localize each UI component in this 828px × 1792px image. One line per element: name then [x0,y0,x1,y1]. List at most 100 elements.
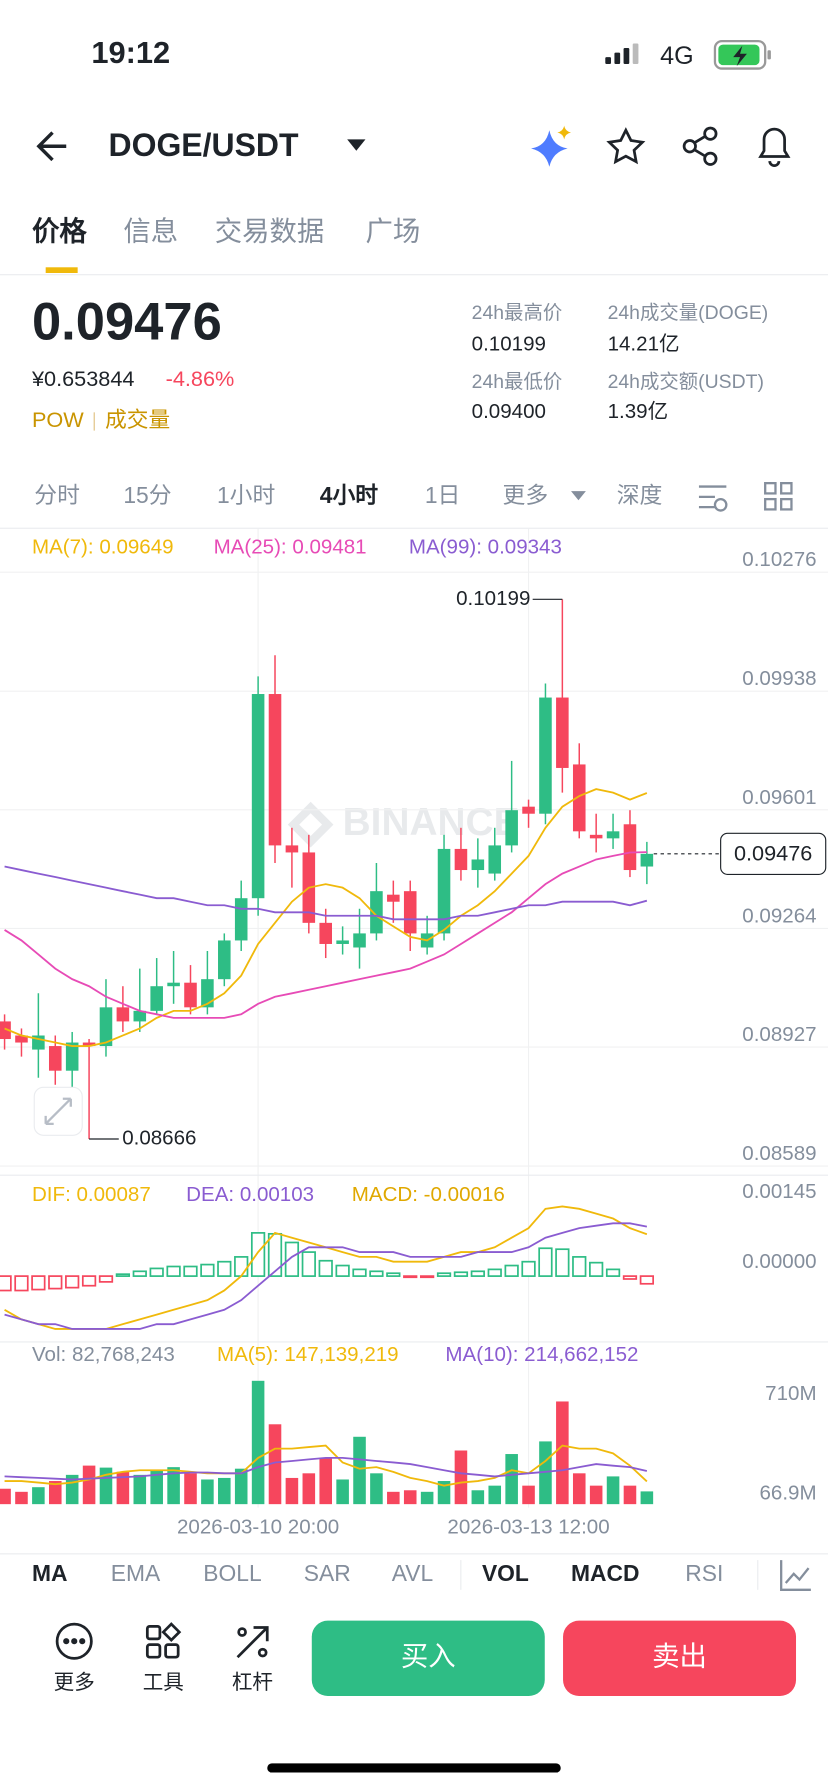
back-button[interactable] [36,131,67,162]
tag[interactable]: 成交量 [105,407,170,432]
macd-bar [217,1260,232,1277]
network: 4G [660,42,694,70]
y-tick-label: 0.09601 [742,786,816,809]
macd-bar [318,1259,333,1277]
line-series [4,865,648,921]
pair-dropdown[interactable] [347,139,366,151]
pair-title[interactable]: DOGE/USDT [108,127,299,163]
volume-bar [420,1491,434,1505]
tab[interactable]: 价格 [32,215,87,246]
tag[interactable]: POW [32,407,84,432]
macd-bar [301,1251,316,1277]
macd-bar [419,1275,435,1279]
indicator-settings[interactable] [780,1560,811,1591]
macd-bar [81,1275,97,1287]
candle-body [403,891,417,934]
macd-bar [403,1275,418,1279]
candle-body [640,853,654,867]
favorite-button[interactable] [606,127,646,165]
volume-bar [640,1491,654,1505]
macd-bar [487,1268,502,1277]
tools-icon[interactable] [145,1622,182,1659]
volume-bar [32,1487,45,1505]
candle-body [606,831,620,839]
candle-body [589,834,603,839]
line-series [4,788,648,1047]
tab[interactable]: 广场 [365,215,420,246]
layout-icon[interactable] [764,482,793,511]
volume-bar [201,1479,214,1505]
interval[interactable]: 1小时 [217,482,275,508]
volume-bar [370,1473,383,1505]
macd-bar [31,1275,46,1291]
expand-button[interactable] [33,1086,83,1136]
macd-bar [386,1272,401,1277]
extreme-label: 0.08666 [122,1126,196,1149]
indicator-tab[interactable]: RSI [685,1560,723,1586]
candle-body [370,891,383,934]
interval[interactable]: 深度 [617,482,663,508]
candle-body [15,1035,28,1043]
candle-body [387,894,400,902]
candle-body [218,940,231,980]
buy-label[interactable]: 买入 [401,1641,456,1672]
interval[interactable]: 4小时 [320,482,379,508]
indicator-tab[interactable]: EMA [111,1560,161,1586]
stat-label: 24h成交量(DOGE) [608,302,769,324]
interval[interactable]: 1日 [425,482,461,508]
action-label[interactable]: 更多 [54,1671,95,1694]
macd-bar [200,1263,215,1277]
volume-bar [0,1488,11,1505]
indicator-tab[interactable]: MA [32,1560,68,1586]
divider [757,1560,759,1590]
candle-body [116,1007,130,1022]
line-series [4,1456,648,1481]
legend-entry: DEA: 0.00103 [186,1183,314,1206]
tab[interactable]: 信息 [123,215,178,246]
y-tick-label: 0.08589 [742,1142,816,1165]
y-tick-label: 0.08927 [742,1023,816,1046]
charts: 2026-03-10 20:00 2026-03-13 12:00 0.10276 0… [0,528,828,1539]
action-label[interactable]: 工具 [143,1671,184,1694]
ai-icon[interactable] [531,125,572,167]
price-change: -4.86% [166,366,235,391]
action-label[interactable]: 杠杆 [232,1671,273,1694]
y-tick-label: 0.09938 [742,667,816,690]
alert-button[interactable] [758,127,791,167]
macd-bar [521,1260,536,1277]
volume-bar [387,1491,400,1505]
tab-indicator [45,267,78,274]
y-tick-label: 0.09264 [742,904,816,927]
more-icon[interactable] [55,1622,93,1660]
candle-body [48,1046,62,1071]
settings-icon[interactable] [698,485,728,512]
interval[interactable]: 更多 [503,482,549,508]
sell-button[interactable] [563,1620,797,1697]
macd-bar [538,1247,553,1277]
last-price-box [720,832,827,875]
indicator-tab[interactable]: BOLL [203,1560,261,1586]
stat-label: 24h成交额(USDT) [608,371,764,393]
interval[interactable]: 15分 [123,482,171,508]
volume-bar [133,1474,147,1505]
volume-bar [268,1424,282,1505]
indicator-tab[interactable]: SAR [304,1560,351,1586]
interval[interactable]: 分时 [34,482,80,508]
indicator-tab[interactable]: MACD [571,1560,639,1586]
candle-body [437,848,451,934]
legend-entry: MA(10): 214,662,152 [445,1343,638,1366]
indicator-tab[interactable]: VOL [482,1560,529,1586]
volume-bar [471,1490,485,1505]
candle-body [201,979,214,1008]
divider [460,1560,462,1590]
indicator-tab[interactable]: AVL [392,1560,433,1586]
more-dropdown[interactable] [571,491,586,501]
macd-bar [132,1270,147,1277]
share-button[interactable] [682,126,718,166]
tab[interactable]: 交易数据 [215,215,325,246]
macd-bar [555,1248,570,1277]
buy-button[interactable] [311,1620,545,1697]
leverage-icon[interactable] [236,1626,269,1659]
sell-label[interactable]: 卖出 [652,1641,707,1672]
